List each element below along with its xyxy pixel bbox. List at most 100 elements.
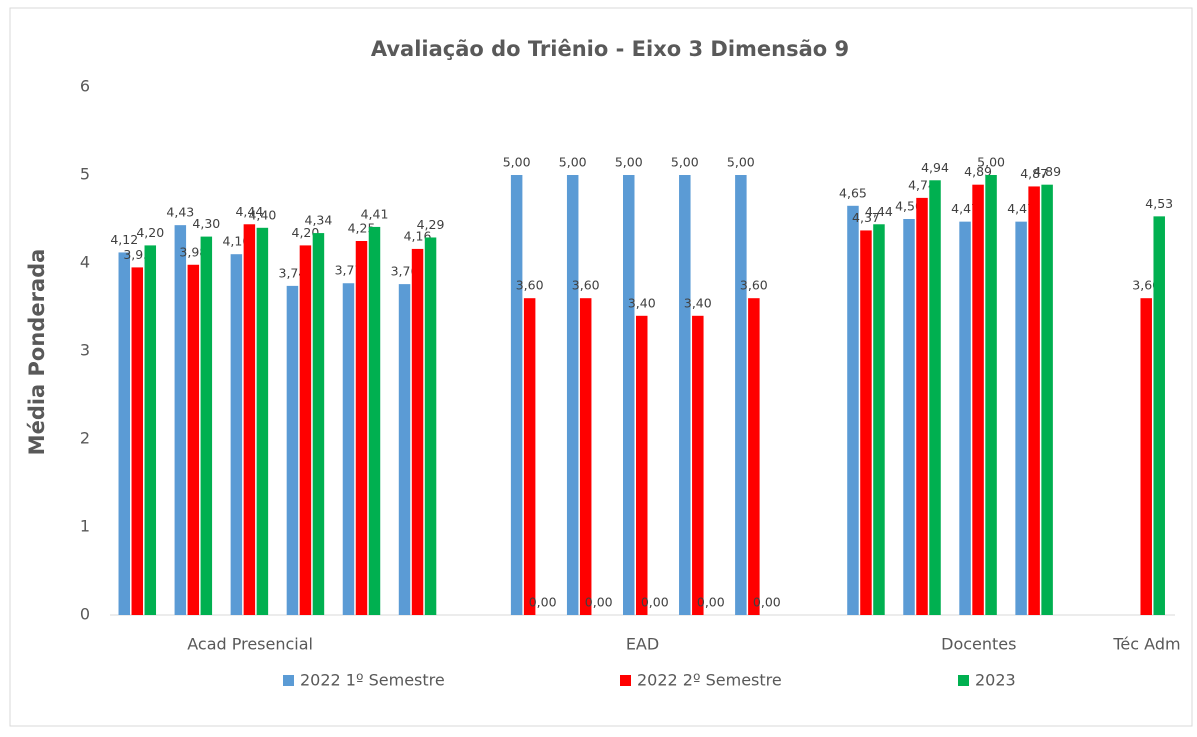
x-tick-label: Acad Presencial: [187, 635, 313, 654]
y-tick-label: 5: [80, 165, 90, 184]
data-label: 4,40: [248, 207, 276, 222]
bar: [929, 180, 941, 615]
bar: [873, 224, 885, 615]
data-label: 4,20: [292, 225, 320, 240]
data-label: 0,00: [641, 595, 669, 610]
legend-label: 2022 2º Semestre: [637, 671, 782, 690]
data-label: 3,77: [335, 263, 363, 278]
bar: [523, 298, 536, 615]
data-label: 5,00: [559, 155, 587, 170]
y-tick-label: 4: [80, 253, 90, 272]
data-label: 4,65: [839, 185, 867, 200]
bar: [187, 264, 200, 615]
data-label: 0,00: [529, 595, 557, 610]
bar: [398, 284, 411, 615]
bar: [860, 230, 872, 615]
data-label: 0,00: [753, 595, 781, 610]
data-label: 4,89: [1033, 164, 1061, 179]
chart-title: Avaliação do Triênio - Eixo 3 Dimensão 9: [371, 37, 849, 61]
data-label: 3,98: [179, 244, 207, 259]
bar: [903, 219, 915, 615]
data-label: 4,87: [1020, 166, 1048, 181]
data-label: 4,74: [908, 177, 936, 192]
data-label: 3,76: [391, 264, 419, 279]
data-label: 4,47: [951, 201, 979, 216]
bar: [510, 175, 523, 615]
bar: [636, 315, 648, 615]
y-tick-label: 2: [80, 429, 90, 448]
legend-swatch: [283, 675, 294, 686]
data-label: 5,00: [977, 155, 1005, 170]
bar: [1028, 186, 1040, 615]
bar: [118, 252, 131, 615]
bar: [200, 236, 213, 615]
data-label: 3,74: [279, 265, 307, 280]
bar: [579, 298, 592, 615]
bar: [174, 225, 187, 615]
data-label: 4,10: [222, 234, 250, 249]
bar: [692, 315, 704, 615]
bar: [342, 283, 355, 615]
data-label: 4,37: [852, 210, 880, 225]
bar: [735, 175, 747, 615]
bar: [623, 175, 635, 615]
data-label: 3,60: [740, 278, 768, 293]
legend-swatch: [620, 675, 631, 686]
data-label: 4,41: [361, 206, 389, 221]
legend-label: 2022 1º Semestre: [300, 671, 445, 690]
bar: [1041, 184, 1053, 615]
x-tick-label: Docentes: [941, 635, 1016, 654]
x-tick-label: EAD: [626, 635, 659, 654]
data-label: 3,40: [628, 295, 656, 310]
data-label: 3,60: [572, 278, 600, 293]
bar: [959, 221, 971, 615]
data-label: 4,25: [348, 221, 376, 236]
legend-label: 2023: [975, 671, 1016, 690]
bar: [566, 175, 579, 615]
y-axis-label: Média Ponderada: [25, 249, 49, 456]
data-label: 4,44: [865, 204, 893, 219]
data-label: 3,60: [516, 278, 544, 293]
data-label: 4,53: [1145, 196, 1173, 211]
data-label: 4,43: [166, 205, 194, 220]
data-label: 3,60: [1132, 278, 1160, 293]
data-label: 4,50: [895, 199, 923, 214]
bar: [972, 184, 984, 615]
data-label: 5,00: [503, 155, 531, 170]
bar: [916, 197, 928, 615]
bar: [355, 241, 368, 615]
data-label: 4,47: [1007, 201, 1035, 216]
data-label: 4,34: [305, 213, 333, 228]
y-tick-label: 0: [80, 605, 90, 624]
bar: [1153, 216, 1165, 616]
bar: [679, 175, 691, 615]
data-label: 0,00: [697, 595, 725, 610]
legend-swatch: [958, 675, 969, 686]
bar: [299, 245, 312, 615]
bar: [144, 245, 157, 615]
data-label: 3,95: [123, 247, 151, 262]
data-label: 5,00: [727, 155, 755, 170]
bar: [312, 233, 325, 615]
bar: [230, 254, 243, 615]
y-tick-label: 6: [80, 77, 90, 96]
bar: [1015, 221, 1027, 615]
data-label: 4,30: [192, 216, 220, 231]
data-label: 4,16: [404, 228, 432, 243]
data-label: 4,94: [921, 160, 949, 175]
data-label: 4,20: [136, 225, 164, 240]
bar: [368, 226, 381, 616]
chart-border: [9, 7, 1193, 727]
bar: [256, 227, 269, 616]
bar: [1140, 298, 1152, 615]
data-label: 3,40: [684, 295, 712, 310]
data-label: 5,00: [615, 155, 643, 170]
bar: [411, 248, 424, 616]
bar: [985, 175, 997, 615]
data-label: 0,00: [585, 595, 613, 610]
bar: [748, 298, 760, 615]
data-label: 4,44: [235, 204, 263, 219]
bar: [286, 285, 299, 615]
